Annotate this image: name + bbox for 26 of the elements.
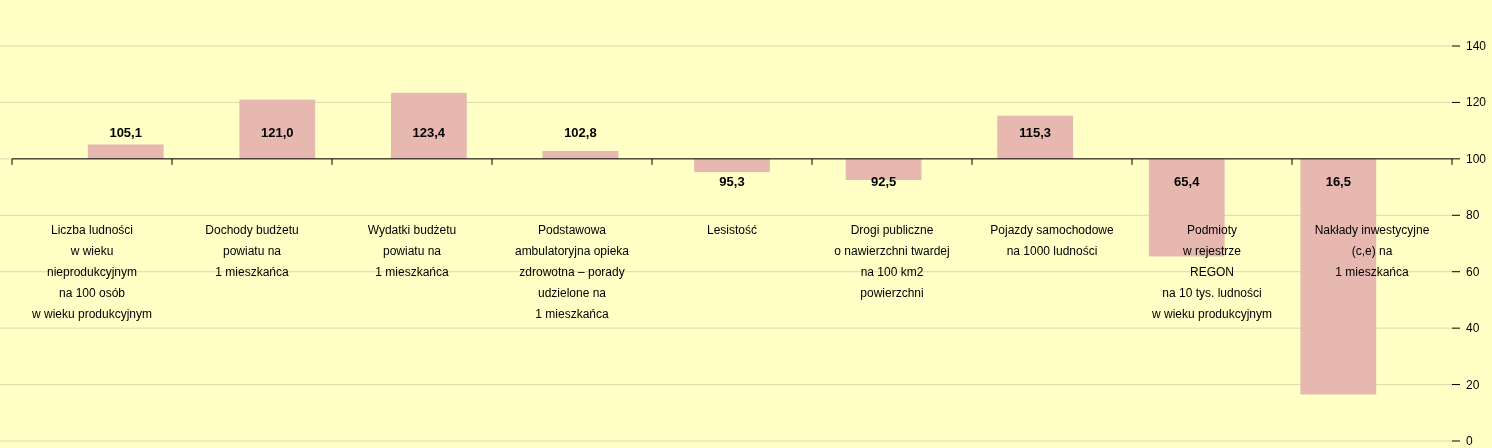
x-tick-label: Dochody budżetu powiatu na 1 mieszkańca [205,222,299,279]
data-label: 92,5 [870,173,897,189]
data-label: 121,0 [260,124,294,140]
x-tick-label: Podmioty w rejestrze REGON na 10 tys. ludności w wieku produkcyjnym [1150,222,1273,321]
y-tick-label: 80 [1466,208,1480,223]
y-tick-label: 0 [1466,434,1473,448]
x-tick-label: Pojazdy samochodowe na 1000 ludności [990,222,1115,258]
x-tick-label: Nakłady inwestycyjne (c,e) na 1 mieszkańca [1314,222,1430,279]
y-tick-label: 100 [1466,151,1487,166]
x-tick-label: Drogi publiczne o nawierzchni twardej na 100 km2 powierzchni [834,222,950,300]
y-tick-label: 140 [1466,39,1487,53]
data-label: 102,8 [564,124,597,140]
data-label: 105,1 [109,124,142,140]
data-label: 16,5 [1325,173,1351,189]
data-label: 123,4 [412,124,446,140]
data-label: 115,3 [1019,124,1052,140]
data-label: 95,3 [719,173,745,189]
x-tick-label: Lesistość [706,222,758,237]
y-tick-label: 120 [1466,95,1487,110]
x-tick-label: Liczba ludności w wieku nieprodukcyjnym na 100 osób w wieku produkcyjnym [30,222,153,321]
y-tick-label: 40 [1466,321,1480,336]
y-tick-label: 20 [1466,377,1480,392]
y-tick-label: 60 [1466,264,1480,279]
x-tick-label: Wydatki budżetu powiatu na 1 mieszkańca [367,222,457,279]
data-label: 65,4 [1174,173,1201,189]
x-tick-label: Podstawowa ambulatoryjna opieka zdrowotna – porady udzielone na 1 mieszkańca [514,222,630,321]
